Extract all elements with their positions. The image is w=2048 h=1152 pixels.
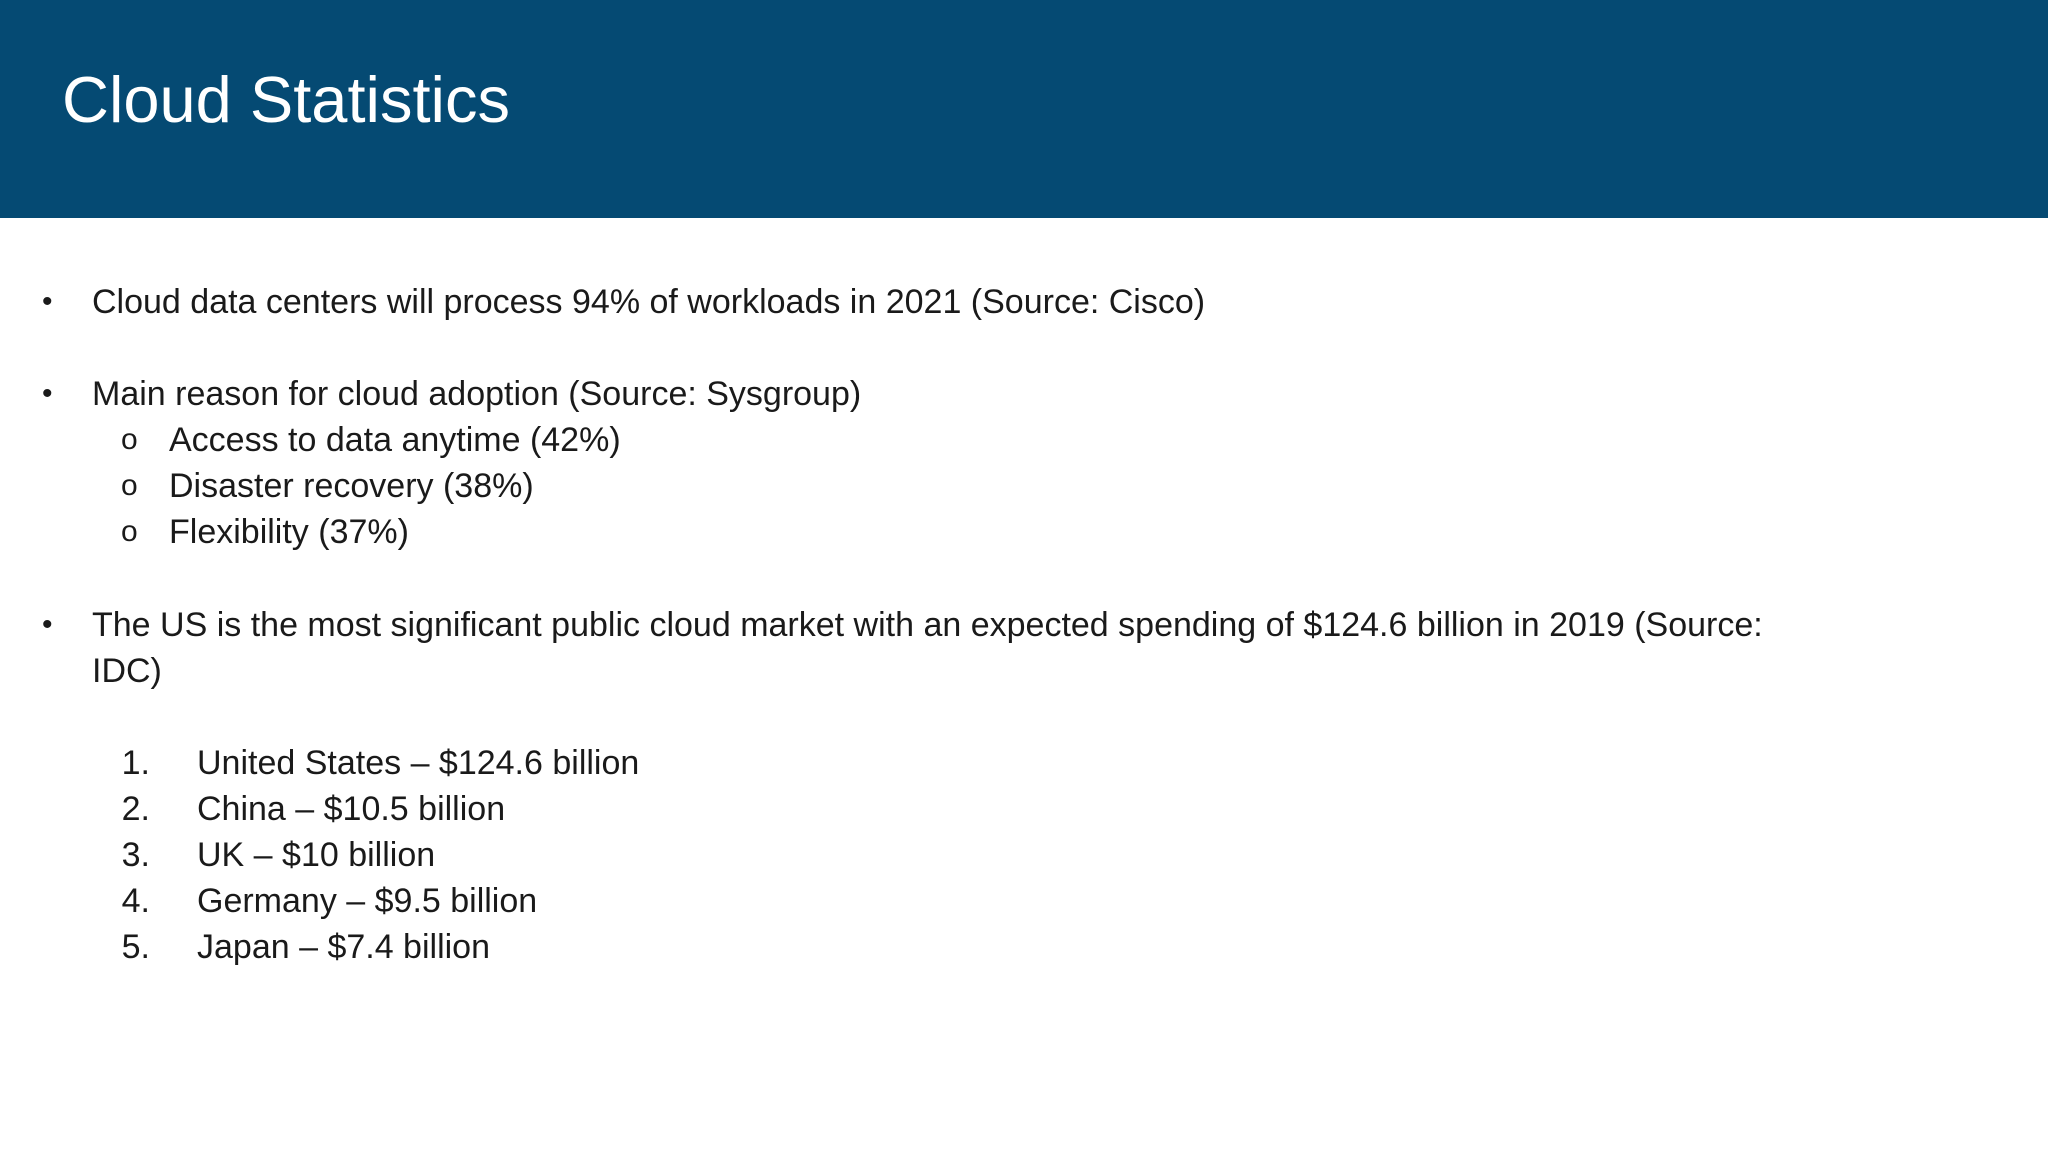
sub-bullet-marker: o: [121, 423, 138, 456]
list-number: 3.: [121, 836, 150, 874]
bullet-marker: •: [42, 377, 53, 410]
list-number: 2.: [121, 790, 150, 828]
list-item: China – $10.5 billion: [197, 790, 506, 828]
slide-title: Cloud Statistics: [62, 63, 510, 136]
bullet-text: The US is the most significant public cl…: [92, 606, 1763, 644]
bullet-text-continuation: IDC): [92, 652, 162, 690]
list-item: UK – $10 billion: [197, 836, 436, 874]
list-item: Germany – $9.5 billion: [197, 882, 538, 920]
bullet-text: Main reason for cloud adoption (Source: …: [92, 375, 862, 413]
sub-bullet-text: Access to data anytime (42%): [169, 421, 621, 459]
list-number: 5.: [121, 928, 150, 966]
title-bar: Cloud Statistics: [0, 0, 2048, 218]
list-item: United States – $124.6 billion: [197, 744, 640, 782]
sub-bullet-marker: o: [121, 515, 138, 548]
bullet-marker: •: [42, 608, 53, 641]
sub-bullet-marker: o: [121, 469, 138, 502]
list-number: 4.: [121, 882, 150, 920]
list-number: 1.: [121, 744, 150, 782]
sub-bullet-text: Disaster recovery (38%): [169, 467, 534, 505]
bullet-marker: •: [42, 285, 53, 318]
sub-bullet-text: Flexibility (37%): [169, 513, 409, 551]
bullet-text: Cloud data centers will process 94% of w…: [92, 283, 1206, 321]
list-item: Japan – $7.4 billion: [197, 928, 491, 966]
